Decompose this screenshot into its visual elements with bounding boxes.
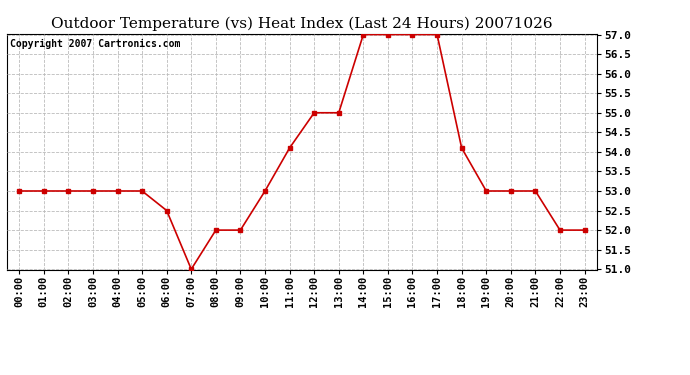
Text: Copyright 2007 Cartronics.com: Copyright 2007 Cartronics.com [10,39,180,48]
Title: Outdoor Temperature (vs) Heat Index (Last 24 Hours) 20071026: Outdoor Temperature (vs) Heat Index (Las… [51,17,553,31]
